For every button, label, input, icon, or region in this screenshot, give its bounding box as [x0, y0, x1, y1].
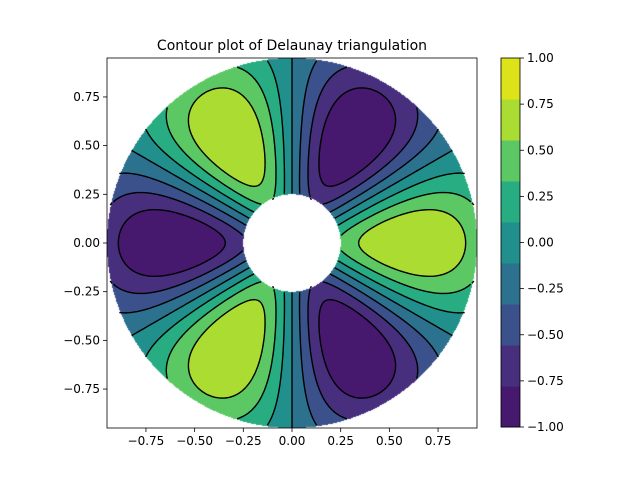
y-tick-label: 0.50 — [73, 139, 100, 153]
colorbar-tick-label: 0.00 — [527, 236, 554, 250]
colorbar-band — [501, 140, 520, 182]
colorbar: −1.00 −0.75 −0.50 −0.25 0.00 0.25 0.50 0.75 1.00 — [500, 51, 564, 434]
colorbar-tick-label: 1.00 — [527, 51, 554, 65]
colorbar-band — [501, 99, 520, 141]
x-tick-label: 0.00 — [279, 434, 306, 448]
colorbar-band — [501, 386, 520, 428]
x-tick-label: −0.75 — [128, 434, 165, 448]
colorbar-tick-label: 0.50 — [527, 143, 554, 157]
y-tick-label: 0.25 — [73, 187, 100, 201]
y-tick-label: −0.50 — [63, 333, 100, 347]
colorbar-tick-label: 0.75 — [527, 97, 554, 111]
colorbar-band — [501, 222, 520, 264]
contour-line-neg0_5 — [109, 66, 419, 420]
colorbar-tick-label: −1.00 — [527, 420, 564, 434]
contour-line-neg0_25 — [119, 60, 439, 426]
colorbar-tick-label: −0.50 — [527, 328, 564, 342]
colorbar-band — [501, 58, 520, 100]
x-tick-label: 0.75 — [425, 434, 452, 448]
x-axis: −0.75 −0.50 −0.25 0.00 0.25 0.50 0.75 — [128, 428, 452, 448]
y-tick-label: 0.00 — [73, 236, 100, 250]
x-tick-label: −0.25 — [225, 434, 262, 448]
y-axis: −0.75 −0.50 −0.25 0.00 0.25 0.50 0.75 — [63, 90, 107, 396]
contour-line-0_25 — [145, 60, 465, 426]
x-tick-label: 0.25 — [327, 434, 354, 448]
colorbar-band — [501, 181, 520, 223]
x-tick-label: −0.50 — [176, 434, 213, 448]
contour-lines — [109, 58, 475, 428]
colorbar-band — [501, 304, 520, 346]
colorbar-band — [501, 345, 520, 387]
y-tick-label: −0.75 — [63, 382, 100, 396]
colorbar-tick-label: 0.25 — [527, 189, 554, 203]
contour-line-neg0_75 — [117, 87, 397, 399]
plot-area — [107, 58, 477, 428]
x-tick-label: 0.50 — [376, 434, 403, 448]
contour-line-0 — [131, 58, 453, 428]
colorbar-tick-label: −0.25 — [527, 282, 564, 296]
contour-line-0_5 — [165, 66, 475, 420]
y-tick-label: −0.25 — [63, 285, 100, 299]
colorbar-tick-label: −0.75 — [527, 374, 564, 388]
y-tick-label: 0.75 — [73, 90, 100, 104]
colorbar-band — [501, 263, 520, 305]
contour-line-0_75 — [187, 87, 467, 399]
chart-title: Contour plot of Delaunay triangulation — [157, 38, 427, 54]
